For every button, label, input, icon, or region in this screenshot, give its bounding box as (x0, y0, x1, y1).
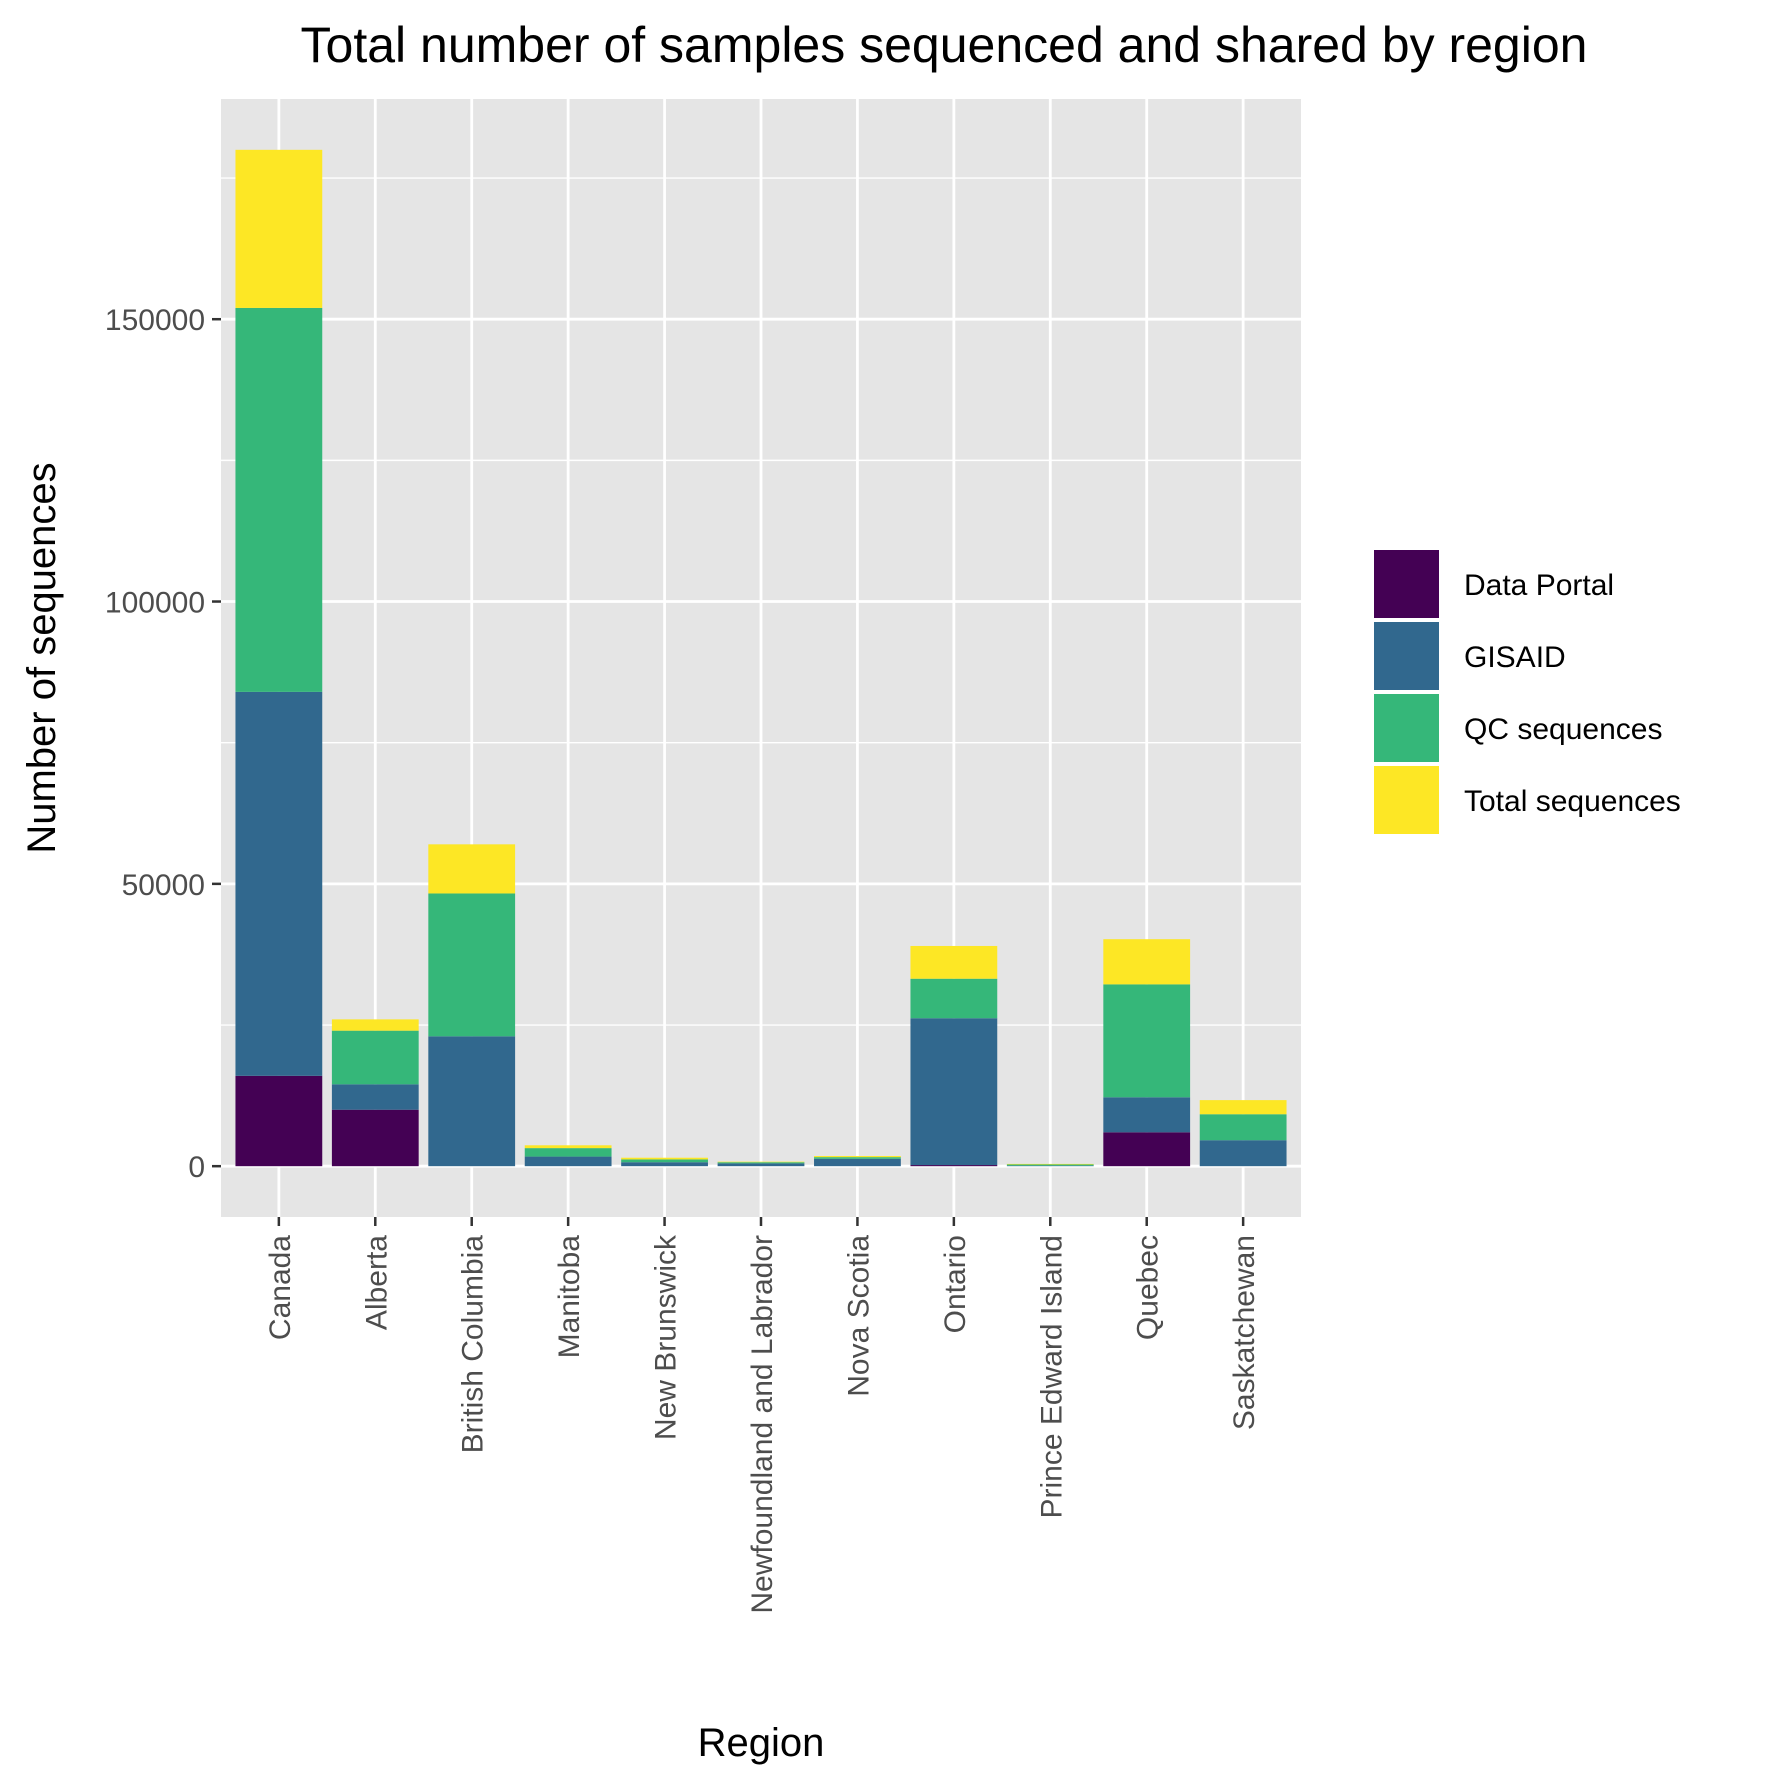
x-tick-label: Canada (264, 1235, 297, 1340)
bar-data-portal-quebec (1103, 1132, 1191, 1167)
x-tick-label: Saskatchewan (1228, 1235, 1261, 1430)
y-tick-label: 100000 (105, 587, 205, 620)
bar-gisaid-new-brunswick (621, 1162, 708, 1167)
bar-qc-sequences-saskatchewan (1199, 1114, 1287, 1141)
bar-total-sequences-saskatchewan (1199, 1100, 1287, 1115)
x-tick-label: New Brunswick (650, 1234, 683, 1440)
y-tick-label: 0 (188, 1151, 205, 1184)
bar-gisaid-nova-scotia (814, 1158, 901, 1167)
legend: Data Portal GISAID QC sequences Total seque… (1372, 548, 1681, 836)
bar-gisaid-ontario (910, 1018, 998, 1166)
bar-qc-sequences-new-brunswick (621, 1159, 708, 1163)
x-tick-label: Ontario (939, 1235, 972, 1333)
bar-gisaid-saskatchewan (1199, 1140, 1287, 1167)
x-tick-label: Newfoundland and Labrador (746, 1235, 779, 1614)
bar-gisaid-canada (235, 691, 323, 1076)
bar-total-sequences-prince-edward-island (1006, 1163, 1094, 1165)
bar-total-sequences-alberta (331, 1019, 419, 1031)
legend-key-total-sequences (1372, 764, 1441, 836)
bar-total-sequences-canada (235, 149, 323, 308)
bar-qc-sequences-canada (235, 307, 323, 692)
legend-label: GISAID (1464, 641, 1566, 674)
bar-total-sequences-newfoundland-and-labrador (717, 1161, 805, 1163)
bar-total-sequences-quebec (1103, 939, 1191, 985)
x-axis-title: Region (698, 1721, 825, 1765)
x-tick-label: Nova Scotia (842, 1235, 875, 1397)
bar-gisaid-prince-edward-island (1006, 1165, 1094, 1167)
x-tick-label: Alberta (360, 1235, 393, 1330)
x-tick-label: British Columbia (457, 1235, 490, 1454)
bar-qc-sequences-nova-scotia (814, 1157, 901, 1159)
chart-title: Total number of samples sequenced and sh… (301, 17, 1588, 73)
legend-key-qc-sequences (1372, 692, 1441, 764)
bar-total-sequences-ontario (910, 945, 998, 979)
bar-gisaid-british-columbia (428, 1036, 516, 1167)
legend-key-gisaid (1372, 620, 1441, 692)
bar-qc-sequences-alberta (331, 1030, 419, 1085)
bar-gisaid-manitoba (524, 1156, 612, 1167)
bars (235, 149, 1287, 1167)
bar-total-sequences-manitoba (524, 1145, 612, 1149)
legend-label: Total sequences (1464, 785, 1681, 818)
bar-qc-sequences-manitoba (524, 1148, 612, 1157)
legend-key-data-portal (1372, 548, 1441, 620)
bar-gisaid-alberta (331, 1084, 419, 1110)
y-tick-label: 150000 (105, 304, 205, 337)
bar-qc-sequences-newfoundland-and-labrador (717, 1162, 805, 1164)
x-tick-label: Manitoba (553, 1235, 586, 1359)
bar-total-sequences-new-brunswick (621, 1157, 708, 1160)
bar-qc-sequences-ontario (910, 978, 998, 1019)
bar-data-portal-alberta (331, 1109, 419, 1167)
x-tick-label: Prince Edward Island (1035, 1235, 1068, 1518)
bar-gisaid-quebec (1103, 1097, 1191, 1133)
bar-gisaid-newfoundland-and-labrador (717, 1163, 805, 1167)
legend-label: Data Portal (1464, 569, 1614, 602)
bar-qc-sequences-prince-edward-island (1006, 1164, 1094, 1166)
bar-total-sequences-nova-scotia (814, 1156, 901, 1158)
bar-data-portal-ontario (910, 1165, 998, 1167)
x-tick-label: Quebec (1132, 1235, 1165, 1340)
legend-label: QC sequences (1464, 713, 1662, 746)
bar-data-portal-canada (235, 1075, 323, 1167)
bar-qc-sequences-british-columbia (428, 893, 516, 1037)
x-axis: Canada Alberta British Columbia Manitoba New… (264, 1217, 1261, 1614)
y-axis-title: Number of sequences (20, 462, 64, 853)
y-axis: 0 50000 100000 150000 (105, 304, 221, 1184)
y-tick-label: 50000 (122, 869, 205, 902)
bar-qc-sequences-quebec (1103, 984, 1191, 1098)
bar-total-sequences-british-columbia (428, 844, 516, 894)
